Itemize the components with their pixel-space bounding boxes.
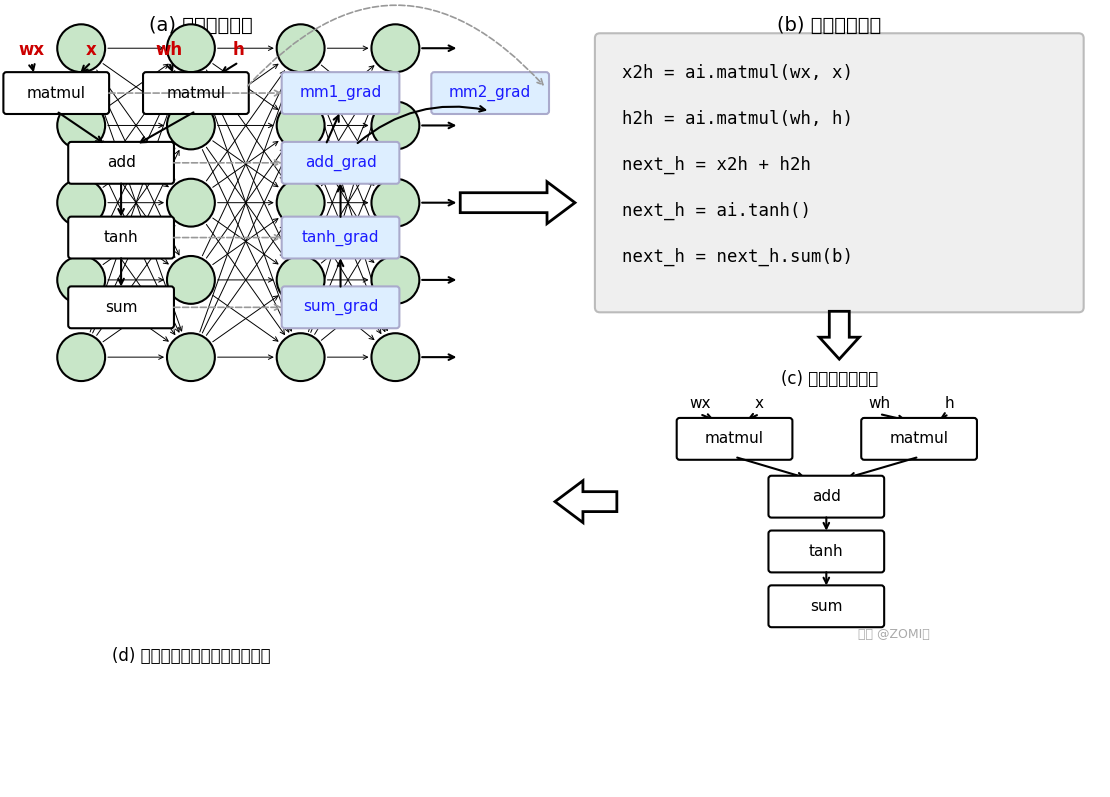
Text: matmul: matmul [27, 85, 85, 100]
FancyBboxPatch shape [282, 217, 400, 258]
Text: x: x [85, 41, 97, 59]
FancyArrow shape [555, 481, 617, 523]
Text: (a) 定义神经网络: (a) 定义神经网络 [149, 16, 253, 35]
Text: x2h = ai.matmul(wx, x): x2h = ai.matmul(wx, x) [622, 64, 852, 82]
FancyBboxPatch shape [68, 142, 174, 184]
Text: sum_grad: sum_grad [303, 299, 379, 316]
Circle shape [276, 256, 324, 304]
Text: next_h = x2h + h2h: next_h = x2h + h2h [622, 155, 810, 174]
Text: next_h = ai.tanh(): next_h = ai.tanh() [622, 202, 810, 220]
Circle shape [58, 333, 105, 381]
Circle shape [58, 256, 105, 304]
FancyBboxPatch shape [68, 286, 174, 328]
Text: matmul: matmul [705, 431, 764, 446]
FancyBboxPatch shape [282, 286, 400, 328]
Text: sum: sum [810, 599, 842, 614]
Text: wx: wx [689, 396, 710, 411]
Text: matmul: matmul [889, 431, 949, 446]
Text: wh: wh [155, 41, 182, 59]
Circle shape [58, 179, 105, 226]
Circle shape [166, 333, 215, 381]
FancyBboxPatch shape [68, 217, 174, 258]
Text: tanh: tanh [103, 230, 139, 245]
Text: h2h = ai.matmul(wh, h): h2h = ai.matmul(wh, h) [622, 110, 852, 128]
Text: h: h [945, 396, 953, 411]
Text: add: add [107, 155, 135, 171]
Text: add_grad: add_grad [304, 155, 376, 171]
Text: (b) 编写对应程序: (b) 编写对应程序 [777, 16, 881, 35]
FancyBboxPatch shape [595, 33, 1083, 312]
Circle shape [372, 25, 420, 73]
Circle shape [58, 25, 105, 73]
Text: tanh_grad: tanh_grad [302, 230, 380, 245]
Text: tanh: tanh [809, 544, 844, 559]
Circle shape [58, 101, 105, 149]
Circle shape [372, 101, 420, 149]
Text: (c) 程序构建正向图: (c) 程序构建正向图 [780, 370, 878, 388]
FancyBboxPatch shape [3, 73, 109, 114]
FancyBboxPatch shape [282, 73, 400, 114]
Text: (d) 根据自动微分原理构建反向图: (d) 根据自动微分原理构建反向图 [112, 647, 270, 665]
FancyBboxPatch shape [143, 73, 249, 114]
Circle shape [372, 179, 420, 226]
FancyBboxPatch shape [861, 418, 977, 460]
FancyBboxPatch shape [768, 585, 885, 627]
Circle shape [166, 256, 215, 304]
Circle shape [372, 256, 420, 304]
Text: 知乎 @ZOMI酱: 知乎 @ZOMI酱 [858, 628, 930, 641]
Text: wx: wx [18, 41, 44, 59]
FancyBboxPatch shape [432, 73, 549, 114]
Circle shape [166, 25, 215, 73]
Circle shape [276, 101, 324, 149]
Circle shape [166, 101, 215, 149]
Circle shape [276, 25, 324, 73]
Text: mm2_grad: mm2_grad [450, 85, 532, 101]
FancyBboxPatch shape [677, 418, 793, 460]
FancyArrow shape [819, 312, 859, 359]
Text: next_h = next_h.sum(b): next_h = next_h.sum(b) [622, 247, 852, 265]
Circle shape [372, 333, 420, 381]
Text: h: h [233, 41, 244, 59]
Text: mm1_grad: mm1_grad [300, 85, 382, 101]
FancyBboxPatch shape [282, 142, 400, 184]
Text: add: add [811, 489, 840, 505]
Text: matmul: matmul [166, 85, 225, 100]
Text: sum: sum [104, 300, 138, 315]
FancyArrow shape [461, 182, 575, 224]
Circle shape [166, 179, 215, 226]
FancyBboxPatch shape [768, 476, 885, 517]
FancyBboxPatch shape [768, 531, 885, 572]
Text: x: x [755, 396, 764, 411]
Circle shape [276, 179, 324, 226]
Text: wh: wh [868, 396, 890, 411]
Circle shape [276, 333, 324, 381]
